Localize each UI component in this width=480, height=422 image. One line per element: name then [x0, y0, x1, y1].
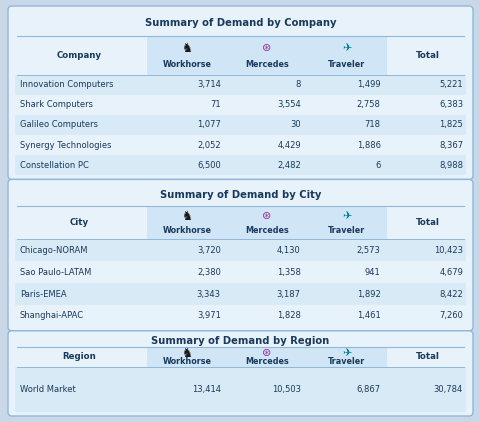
FancyBboxPatch shape: [8, 331, 472, 416]
Text: Total: Total: [415, 51, 439, 60]
Bar: [15, 261, 465, 283]
Text: Mercedes: Mercedes: [244, 60, 288, 69]
Bar: [306, 347, 386, 367]
Text: 10,423: 10,423: [433, 246, 462, 255]
Text: Company: Company: [57, 51, 102, 60]
Text: 2,380: 2,380: [196, 268, 220, 277]
Text: 1,825: 1,825: [438, 120, 462, 130]
Text: 1,892: 1,892: [356, 289, 380, 298]
Text: 71: 71: [210, 100, 220, 109]
Text: 1,461: 1,461: [356, 311, 380, 320]
Bar: [15, 115, 465, 135]
Text: 3,343: 3,343: [196, 289, 220, 298]
Bar: [146, 206, 226, 239]
Text: Workhorse: Workhorse: [162, 357, 211, 366]
Text: ⊛: ⊛: [262, 43, 271, 53]
Text: ♞: ♞: [181, 42, 192, 54]
Text: 3,971: 3,971: [196, 311, 220, 320]
Text: 13,414: 13,414: [192, 385, 220, 394]
Text: Synergy Technologies: Synergy Technologies: [20, 141, 111, 150]
Bar: [306, 206, 386, 239]
Text: City: City: [70, 218, 89, 227]
Bar: [15, 367, 465, 412]
Text: 3,714: 3,714: [196, 80, 220, 89]
FancyBboxPatch shape: [8, 179, 472, 331]
Text: Constellation PC: Constellation PC: [20, 161, 89, 170]
Text: 3,187: 3,187: [276, 289, 300, 298]
Text: 4,429: 4,429: [276, 141, 300, 150]
Text: World Market: World Market: [20, 385, 75, 394]
Text: Chicago-NORAM: Chicago-NORAM: [20, 246, 88, 255]
Text: Traveler: Traveler: [327, 357, 365, 366]
Bar: [15, 239, 465, 261]
Text: 3,554: 3,554: [276, 100, 300, 109]
Text: 941: 941: [364, 268, 380, 277]
Bar: [15, 95, 465, 115]
Text: 6,867: 6,867: [356, 385, 380, 394]
Text: Traveler: Traveler: [327, 60, 365, 69]
Text: Innovation Computers: Innovation Computers: [20, 80, 113, 89]
Text: Total: Total: [415, 218, 439, 227]
Text: 1,828: 1,828: [276, 311, 300, 320]
Text: 2,482: 2,482: [276, 161, 300, 170]
Text: Workhorse: Workhorse: [162, 60, 211, 69]
Text: Traveler: Traveler: [327, 227, 365, 235]
Text: ✈: ✈: [341, 43, 351, 53]
Text: 2,758: 2,758: [356, 100, 380, 109]
Text: Region: Region: [62, 352, 96, 361]
Text: Sao Paulo-LATAM: Sao Paulo-LATAM: [20, 268, 91, 277]
Text: 2,052: 2,052: [197, 141, 220, 150]
Text: 10,503: 10,503: [271, 385, 300, 394]
Text: 30,784: 30,784: [433, 385, 462, 394]
Text: 5,221: 5,221: [438, 80, 462, 89]
Text: 8,988: 8,988: [438, 161, 462, 170]
Text: 6: 6: [374, 161, 380, 170]
Text: Summary of Demand by Company: Summary of Demand by Company: [144, 18, 336, 28]
Text: Mercedes: Mercedes: [244, 357, 288, 366]
Text: 1,358: 1,358: [276, 268, 300, 277]
Bar: [146, 35, 226, 75]
Text: 3,720: 3,720: [196, 246, 220, 255]
Bar: [226, 35, 306, 75]
Text: Galileo Computers: Galileo Computers: [20, 120, 98, 130]
Text: ⊛: ⊛: [262, 211, 271, 222]
Bar: [15, 155, 465, 176]
Text: ✈: ✈: [341, 348, 351, 358]
Bar: [226, 206, 306, 239]
Bar: [306, 35, 386, 75]
Text: 8,422: 8,422: [438, 289, 462, 298]
Text: 1,886: 1,886: [356, 141, 380, 150]
Text: 7,260: 7,260: [438, 311, 462, 320]
Bar: [226, 347, 306, 367]
Text: ♞: ♞: [181, 347, 192, 360]
Text: ♞: ♞: [181, 210, 192, 223]
Text: 2,573: 2,573: [356, 246, 380, 255]
Bar: [15, 135, 465, 155]
Text: Mercedes: Mercedes: [244, 227, 288, 235]
Text: Workhorse: Workhorse: [162, 227, 211, 235]
Text: 1,077: 1,077: [196, 120, 220, 130]
Text: Summary of Demand by City: Summary of Demand by City: [159, 189, 321, 200]
Bar: [15, 283, 465, 305]
Text: 718: 718: [364, 120, 380, 130]
Text: 6,500: 6,500: [197, 161, 220, 170]
FancyBboxPatch shape: [8, 6, 472, 179]
Text: Shanghai-APAC: Shanghai-APAC: [20, 311, 84, 320]
Text: 8: 8: [295, 80, 300, 89]
Text: 4,130: 4,130: [276, 246, 300, 255]
Bar: [15, 305, 465, 327]
Text: Summary of Demand by Region: Summary of Demand by Region: [151, 336, 329, 346]
Text: 8,367: 8,367: [438, 141, 462, 150]
Text: Paris-EMEA: Paris-EMEA: [20, 289, 67, 298]
Text: Shark Computers: Shark Computers: [20, 100, 93, 109]
Bar: [146, 347, 226, 367]
Text: 30: 30: [289, 120, 300, 130]
Text: ✈: ✈: [341, 211, 351, 222]
Bar: [15, 75, 465, 95]
Text: 4,679: 4,679: [438, 268, 462, 277]
Text: 1,499: 1,499: [356, 80, 380, 89]
Text: 6,383: 6,383: [438, 100, 462, 109]
Text: Total: Total: [415, 352, 439, 361]
Text: ⊛: ⊛: [262, 348, 271, 358]
